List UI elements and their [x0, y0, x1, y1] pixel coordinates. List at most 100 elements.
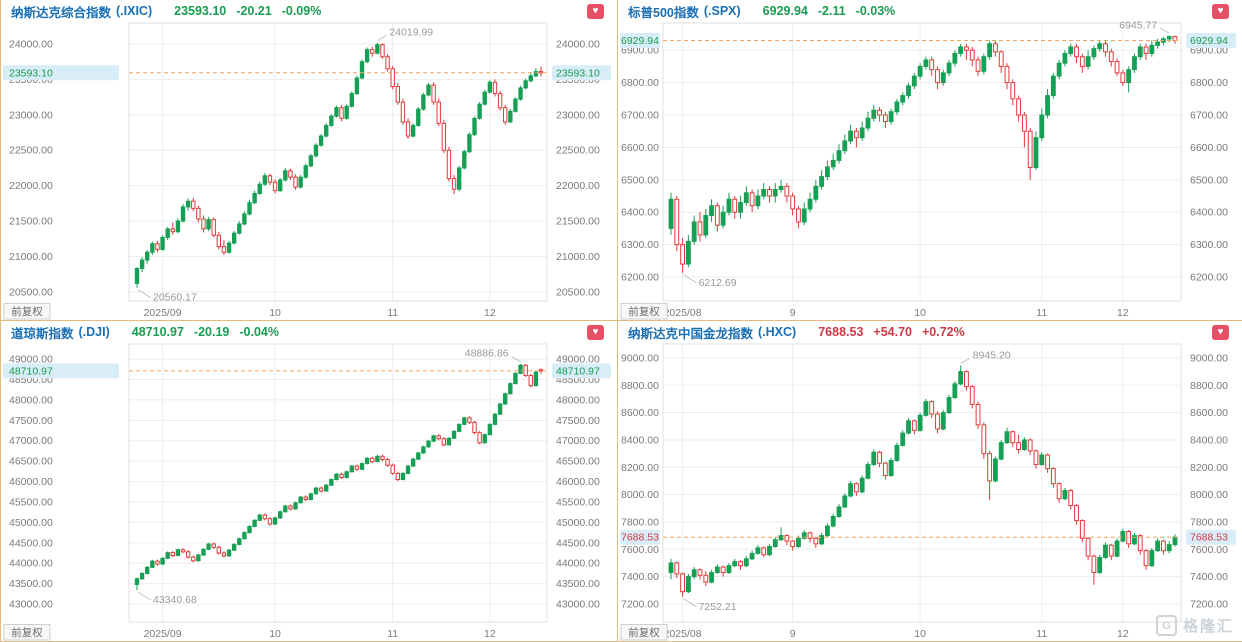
- candle-body: [998, 51, 1004, 67]
- candle-body: [318, 135, 324, 146]
- svg-text:44000.00: 44000.00: [9, 558, 53, 570]
- adjust-mode-box[interactable]: [3, 303, 51, 320]
- candle-body: [1004, 65, 1010, 84]
- svg-text:6500.00: 6500.00: [1190, 174, 1228, 186]
- candle-body: [819, 176, 825, 187]
- candle-body: [206, 543, 211, 550]
- svg-text:48000.00: 48000.00: [556, 394, 600, 406]
- candle-body: [201, 548, 206, 556]
- candles-layer: [668, 365, 1178, 597]
- candle-body: [1143, 550, 1149, 567]
- candle-body: [288, 505, 293, 510]
- svg-text:8000.00: 8000.00: [621, 489, 659, 501]
- candle-body: [482, 91, 487, 105]
- svg-text:47000.00: 47000.00: [9, 435, 53, 447]
- grid-layer: [663, 344, 1181, 622]
- svg-text:12: 12: [1117, 307, 1129, 319]
- candle-body: [139, 572, 145, 580]
- candle-body: [685, 240, 691, 265]
- candle-body: [364, 457, 370, 465]
- favorite-button[interactable]: ♥: [587, 3, 604, 19]
- svg-text:43000.00: 43000.00: [9, 599, 53, 611]
- candle-body: [813, 185, 819, 200]
- index-name[interactable]: 纳斯达克综合指数: [11, 5, 112, 20]
- candle-body: [405, 121, 411, 137]
- candle-body: [533, 71, 539, 77]
- index-name[interactable]: 标普500指数: [628, 5, 699, 20]
- candle-body: [993, 458, 998, 482]
- adjust-mode-box[interactable]: [620, 303, 668, 320]
- svg-text:6600.00: 6600.00: [621, 142, 659, 154]
- current-price-left: 7688.53: [621, 532, 659, 544]
- candle-body: [283, 505, 288, 513]
- svg-text:9000.00: 9000.00: [1190, 352, 1228, 364]
- candles-layer: [668, 35, 1178, 273]
- candle-body: [390, 464, 395, 474]
- candle-body: [324, 484, 329, 492]
- candle-body: [175, 220, 181, 233]
- candle-body: [888, 111, 894, 122]
- candle-body: [1149, 550, 1155, 567]
- candle-body: [819, 535, 825, 545]
- candle-body: [1068, 490, 1074, 507]
- candlestick-chart-hxc[interactable]: 8945.20 7252.21 9000.00 9000.00 8800.00 8800.…: [618, 342, 1242, 642]
- candle-body: [513, 98, 518, 112]
- candle-body: [380, 455, 385, 461]
- candle-body: [247, 202, 252, 215]
- favorite-button[interactable]: ♥: [1212, 324, 1229, 340]
- svg-text:6400.00: 6400.00: [621, 207, 659, 219]
- candle-body: [975, 59, 981, 72]
- adjust-mode-box[interactable]: [620, 624, 668, 641]
- annotations-layer: 8945.20 7252.21: [683, 349, 1011, 613]
- candle-body: [917, 414, 923, 431]
- favorite-button[interactable]: ♥: [587, 324, 604, 340]
- candle-body: [477, 103, 482, 119]
- candle-body: [853, 483, 859, 493]
- heart-icon: ♥: [1217, 326, 1224, 337]
- candle-body: [482, 434, 487, 444]
- candle-body: [807, 198, 813, 210]
- favorite-button[interactable]: ♥: [1212, 3, 1229, 19]
- candle-body: [738, 202, 743, 213]
- candle-body: [1103, 43, 1108, 53]
- candle-body: [375, 44, 380, 54]
- candle-body: [1074, 505, 1079, 522]
- candle-body: [1045, 95, 1050, 116]
- candle-body: [1091, 555, 1097, 574]
- candle-body: [150, 560, 155, 568]
- svg-text:6300.00: 6300.00: [1190, 239, 1228, 251]
- candle-body: [877, 451, 882, 464]
- index-name[interactable]: 道琼斯指数: [11, 326, 74, 341]
- svg-text:45000.00: 45000.00: [556, 517, 600, 529]
- candle-body: [344, 471, 349, 478]
- candle-body: [410, 124, 416, 137]
- current-price-left: 6929.94: [621, 35, 659, 47]
- candle-body: [1155, 540, 1161, 552]
- candle-body: [784, 535, 790, 542]
- candle-body: [324, 124, 329, 137]
- candle-body: [201, 218, 206, 230]
- candle-body: [1062, 52, 1068, 64]
- candle-body: [900, 432, 906, 446]
- candle-body: [436, 101, 441, 124]
- panel-header-spx: 标普500指数 (.SPX) 6929.94 -2.11 -0.03% ♥: [618, 0, 1242, 21]
- candlestick-chart-ixic[interactable]: 24019.9920560.1724000.0024000.0023500.00…: [1, 21, 618, 321]
- svg-text:8200.00: 8200.00: [621, 462, 659, 474]
- svg-text:7800.00: 7800.00: [1190, 516, 1228, 528]
- svg-text:24000.00: 24000.00: [556, 38, 600, 50]
- candle-body: [344, 105, 349, 119]
- candle-body: [877, 109, 882, 116]
- candle-body: [807, 532, 813, 539]
- candle-body: [334, 107, 339, 117]
- adjust-mode-box[interactable]: [3, 624, 51, 641]
- candle-body: [472, 421, 477, 434]
- candle-body: [929, 59, 935, 71]
- chart-area-dji: 48886.86 43340.68 49000.00 49000.00 48500.00…: [1, 342, 618, 642]
- candle-body: [1050, 75, 1056, 97]
- index-name[interactable]: 纳斯达克中国金龙指数: [628, 326, 754, 341]
- candle-body: [185, 551, 191, 558]
- x-axis-labels: 2025/09 10 11 12 前复权: [3, 303, 496, 320]
- candle-body: [206, 219, 211, 230]
